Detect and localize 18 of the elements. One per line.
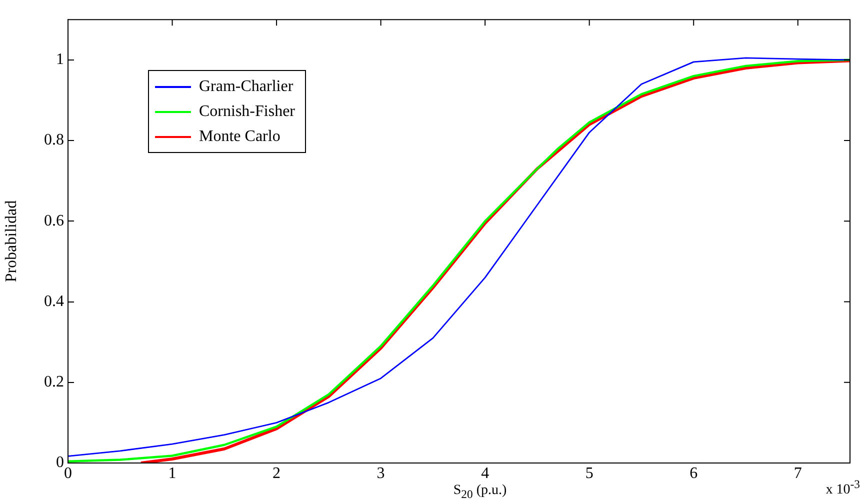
x-tick-label: 4	[481, 464, 490, 482]
y-tick-label: 0.6	[44, 212, 64, 230]
legend-label: Gram-Charlier	[198, 76, 294, 96]
y-tick-label: 0.4	[44, 292, 64, 310]
y-tick-label: 0.2	[44, 374, 64, 391]
x-tick-label: 5	[585, 464, 594, 482]
x-tick-label: 2	[272, 464, 281, 482]
y-tick-label: 1	[56, 51, 64, 68]
legend-label: Cornish-Fisher	[198, 102, 295, 122]
x-tick-label: 1	[168, 464, 176, 482]
x-tick-label: 7	[794, 464, 802, 482]
x-axis-title: S$_{20}$ (p.u.)	[452, 483, 508, 501]
x-tick-label: 6	[690, 464, 698, 482]
text: x 10$^{-3}$	[826, 478, 860, 499]
y-axis-title: Probabilidad	[2, 200, 20, 282]
x-tick-label: 3	[376, 464, 385, 482]
y-tick-label: 0.8	[44, 132, 64, 149]
legend-label: Monte Carlo	[198, 126, 282, 146]
